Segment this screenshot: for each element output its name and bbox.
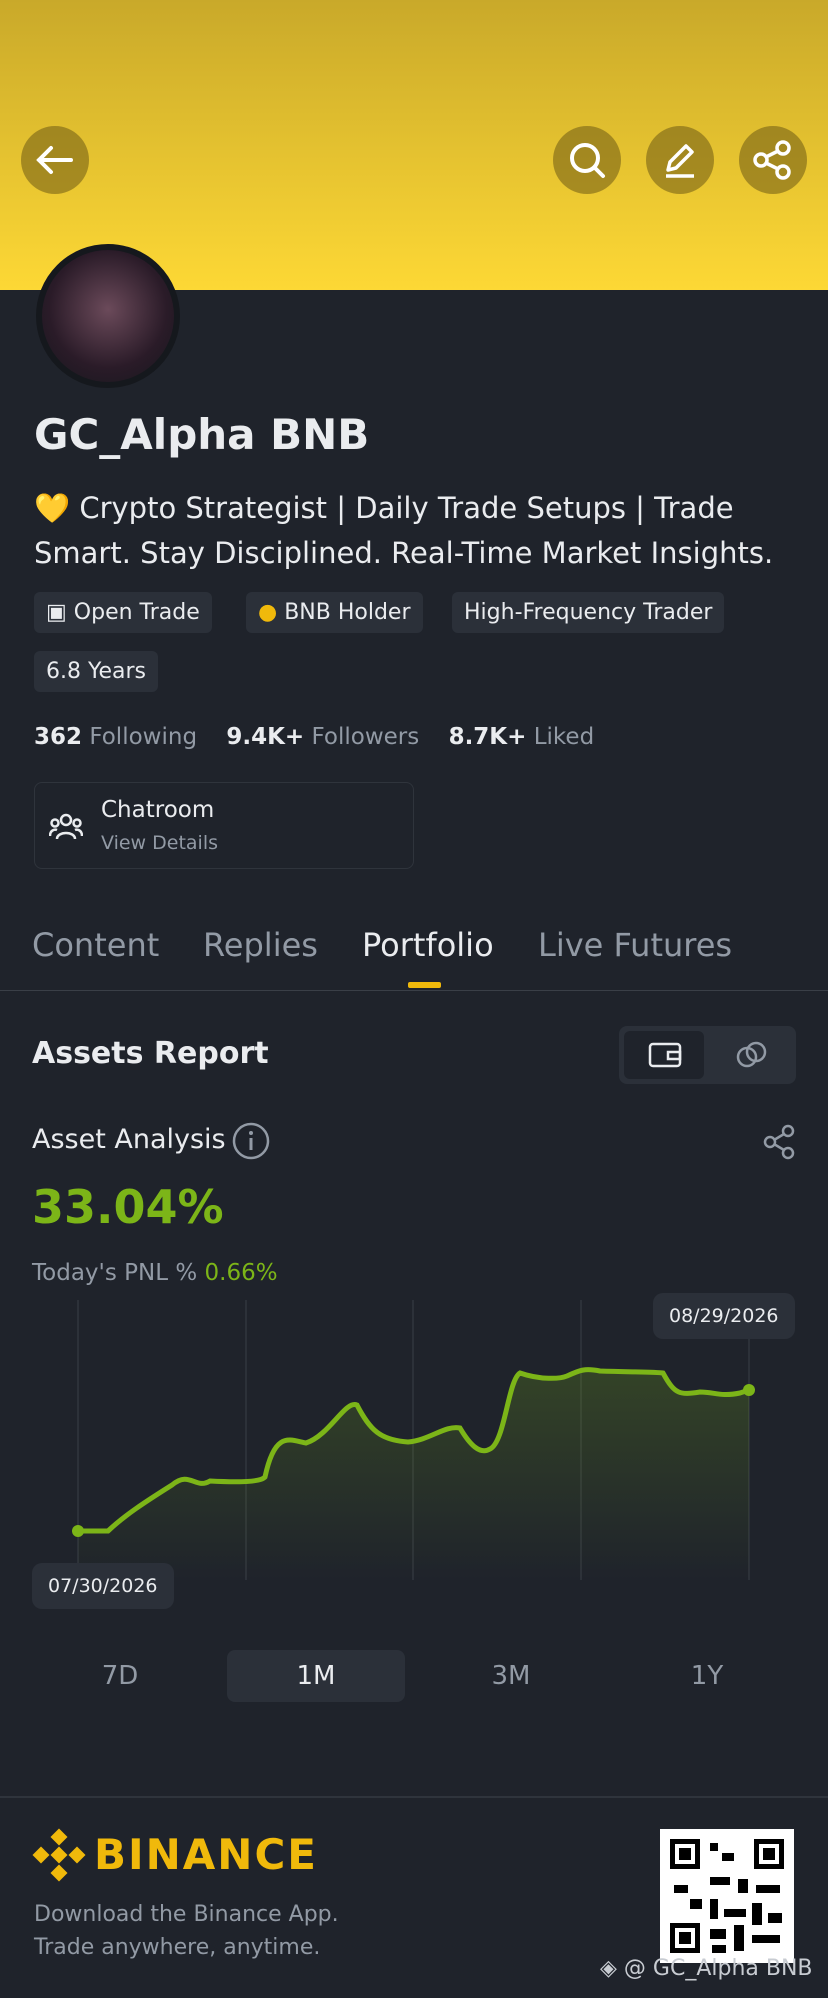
chatroom-title: Chatroom [101, 797, 215, 823]
divider [0, 990, 828, 991]
analysis-title: Asset Analysis [32, 1124, 226, 1155]
range-button[interactable]: 7D [101, 1661, 139, 1691]
share-icon [753, 140, 791, 180]
watermark-text: @ GC_Alpha BNB [623, 1956, 813, 1981]
qr-code [660, 1829, 794, 1963]
search-button[interactable] [553, 126, 621, 194]
stat-value: 362 [34, 724, 83, 750]
end-date: 08/29/2026 [653, 1293, 795, 1339]
chart-area [78, 1369, 749, 1580]
watermark: ◈ @ GC_Alpha BNB [600, 1956, 813, 1981]
report-title: Assets Report [32, 1036, 269, 1071]
stat-label: Following [89, 724, 198, 750]
tab-indicator [408, 982, 441, 988]
stat-label: Followers [311, 724, 420, 750]
back-icon [36, 146, 73, 174]
total-return: 33.04% [32, 1180, 224, 1234]
avatar[interactable] [36, 244, 180, 388]
badge: ● BNB Holder [246, 592, 423, 633]
chatroom-card[interactable]: Chatroom View Details [34, 782, 414, 869]
info-icon[interactable] [231, 1121, 271, 1161]
tab[interactable]: Live Futures [538, 926, 733, 964]
wallet-icon [648, 1042, 682, 1068]
edit-icon [666, 144, 694, 178]
back-button[interactable] [21, 126, 89, 194]
binance-logo [32, 1828, 86, 1882]
tab[interactable]: Portfolio [362, 926, 494, 964]
range-button[interactable]: 1M [227, 1650, 405, 1702]
profile-name: GC_Alpha BNB [34, 410, 370, 459]
stats: 362 Following 9.4K+ Followers 8.7K+ Like… [34, 724, 594, 750]
tab[interactable]: Replies [203, 926, 318, 964]
badge-text: 6.8 Years [46, 659, 147, 684]
end-point [743, 1384, 755, 1396]
link-toggle[interactable] [711, 1031, 791, 1079]
badge: High-Frequency Trader [452, 592, 725, 633]
share-button[interactable] [739, 126, 807, 194]
badge-text: BNB Holder [284, 600, 411, 625]
profile-bio: 💛 Crypto Strategist | Daily Trade Setups… [34, 491, 774, 570]
brand: BINANCE [94, 1830, 318, 1879]
tab[interactable]: Content [32, 926, 160, 964]
asset-chart [72, 1300, 755, 1580]
edit-button[interactable] [646, 126, 714, 194]
pnl: Today's PNL % 0.66% [32, 1260, 278, 1286]
start-date: 07/30/2026 [32, 1563, 174, 1609]
footer-line: Download the Binance App. [34, 1902, 339, 1927]
pnl-label: Today's PNL % [32, 1260, 198, 1286]
stat-value: 8.7K+ [448, 724, 527, 750]
pnl-value: 0.66% [204, 1260, 278, 1286]
range-button[interactable]: 3M [491, 1661, 531, 1691]
chatroom-icon [49, 813, 83, 840]
start-point [72, 1525, 84, 1537]
view-toggle [619, 1026, 796, 1084]
range-button[interactable]: 1Y [690, 1661, 724, 1691]
chart-line [75, 1367, 752, 1534]
stat-label: Liked [533, 724, 595, 750]
search-icon [570, 143, 605, 178]
badge: ▣ Open Trade [34, 592, 212, 633]
badge-icon: ● [258, 600, 278, 625]
badge-text: High-Frequency Trader [464, 600, 713, 625]
badge: 6.8 Years [34, 651, 159, 692]
stat-value: 9.4K+ [226, 724, 305, 750]
footer-line: Trade anywhere, anytime. [34, 1935, 321, 1960]
footer-divider [0, 1796, 828, 1798]
badge-text: Open Trade [73, 600, 200, 625]
wallet-toggle[interactable] [624, 1031, 704, 1079]
chatroom-subtitle: View Details [101, 832, 218, 854]
share-analysis[interactable] [760, 1122, 800, 1162]
